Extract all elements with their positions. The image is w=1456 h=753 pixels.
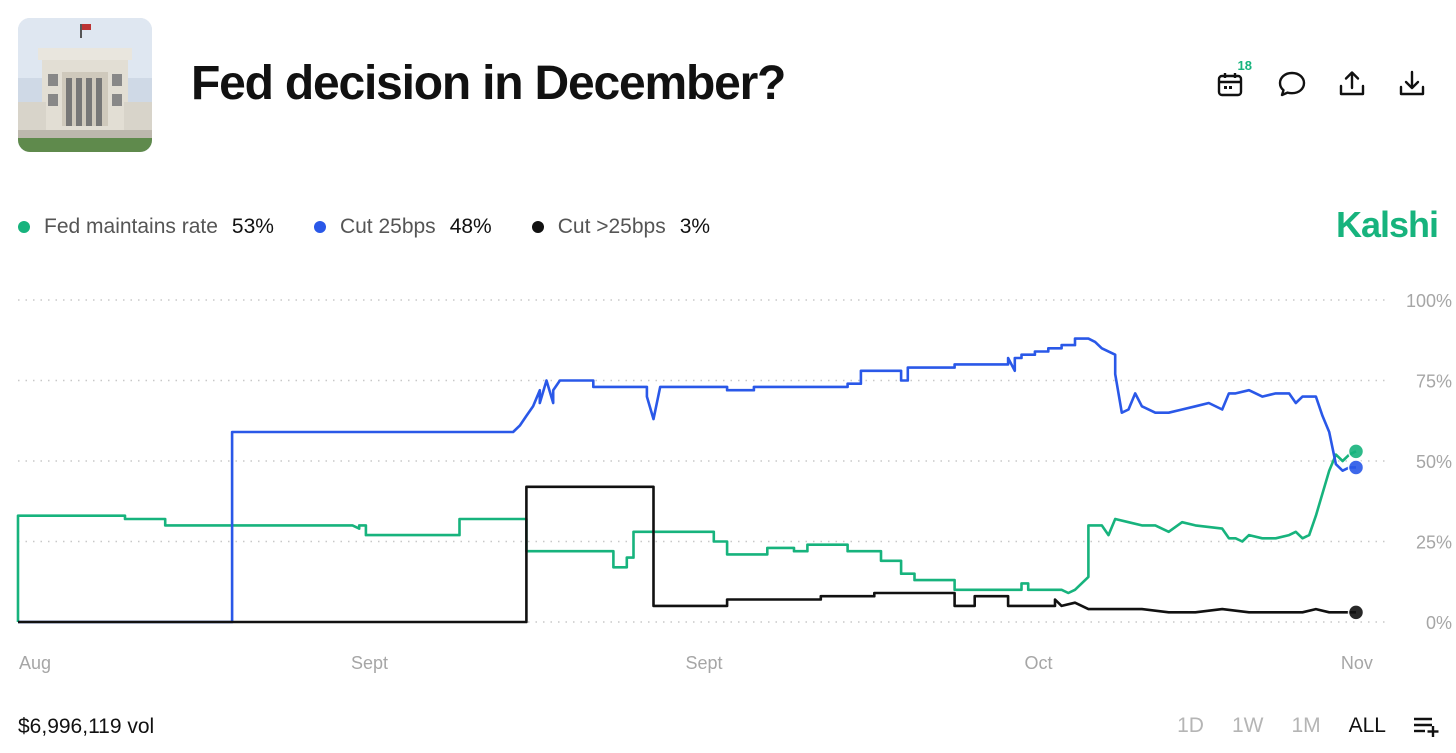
market-thumbnail: [18, 18, 152, 152]
calendar-button[interactable]: 18: [1208, 58, 1252, 106]
x-tick-label: Aug: [19, 653, 51, 673]
download-button[interactable]: [1390, 62, 1434, 106]
chat-bubble-icon: [1278, 71, 1306, 97]
legend-item-maintain[interactable]: Fed maintains rate 53%: [18, 215, 274, 239]
calendar-badge: 18: [1237, 58, 1252, 73]
share-upload-icon: [1339, 71, 1365, 96]
legend-item-cut-25[interactable]: Cut 25bps 48%: [313, 215, 492, 239]
legend-label: Cut 25bps: [339, 215, 436, 238]
legend-dot: [18, 221, 30, 233]
series-end-marker-2: [1347, 604, 1365, 621]
series-end-marker-1: [1347, 459, 1365, 476]
legend-value: 3%: [679, 215, 711, 238]
legend-value: 48%: [449, 215, 492, 238]
range-all[interactable]: ALL: [1348, 714, 1386, 737]
range-1m[interactable]: 1M: [1291, 714, 1321, 737]
y-tick-label: 25%: [1416, 533, 1452, 553]
download-icon: [1399, 70, 1425, 96]
share-button[interactable]: [1330, 62, 1374, 106]
series-end-marker-0: [1347, 443, 1365, 460]
federal-reserve-building-image: [18, 18, 152, 152]
series-line-2: [18, 485, 1356, 624]
x-tick-label: Sept: [351, 653, 388, 673]
range-1d[interactable]: 1D: [1177, 714, 1204, 737]
volume-label: $6,996,119 vol: [18, 715, 155, 738]
y-tick-label: 0%: [1426, 613, 1452, 633]
legend-value: 53%: [231, 215, 274, 238]
y-tick-label: 75%: [1416, 372, 1452, 392]
comments-button[interactable]: [1270, 62, 1314, 106]
legend-item-cut-over-25[interactable]: Cut >25bps 3%: [531, 215, 711, 239]
chart-legend: Fed maintains rate 53% Cut 25bps 48% Cut…: [18, 212, 750, 242]
range-1w[interactable]: 1W: [1231, 714, 1264, 737]
page-title: Fed decision in December?: [191, 57, 786, 110]
x-tick-label: Nov: [1341, 653, 1373, 673]
calendar-icon: [1217, 73, 1243, 97]
series-line-0: [16, 450, 1357, 622]
x-tick-label: Sept: [685, 653, 722, 673]
kalshi-logo: Kalshi: [1335, 204, 1439, 245]
legend-dot: [313, 221, 326, 233]
x-tick-label: Oct: [1024, 653, 1052, 673]
range-selector: 1D 1W 1M ALL: [1149, 714, 1440, 738]
legend-dot: [531, 221, 544, 233]
probability-chart[interactable]: 0% 25% 50% 75% 100% Aug Sept Sept Oct Nov: [0, 280, 1456, 680]
list-add-icon: [1414, 717, 1439, 737]
y-tick-label: 100%: [1406, 291, 1452, 311]
series-line-1: [18, 337, 1356, 624]
legend-label: Cut >25bps: [557, 215, 666, 238]
chart-settings-button[interactable]: [1412, 714, 1440, 738]
legend-label: Fed maintains rate: [44, 215, 218, 238]
y-tick-label: 50%: [1416, 452, 1452, 472]
